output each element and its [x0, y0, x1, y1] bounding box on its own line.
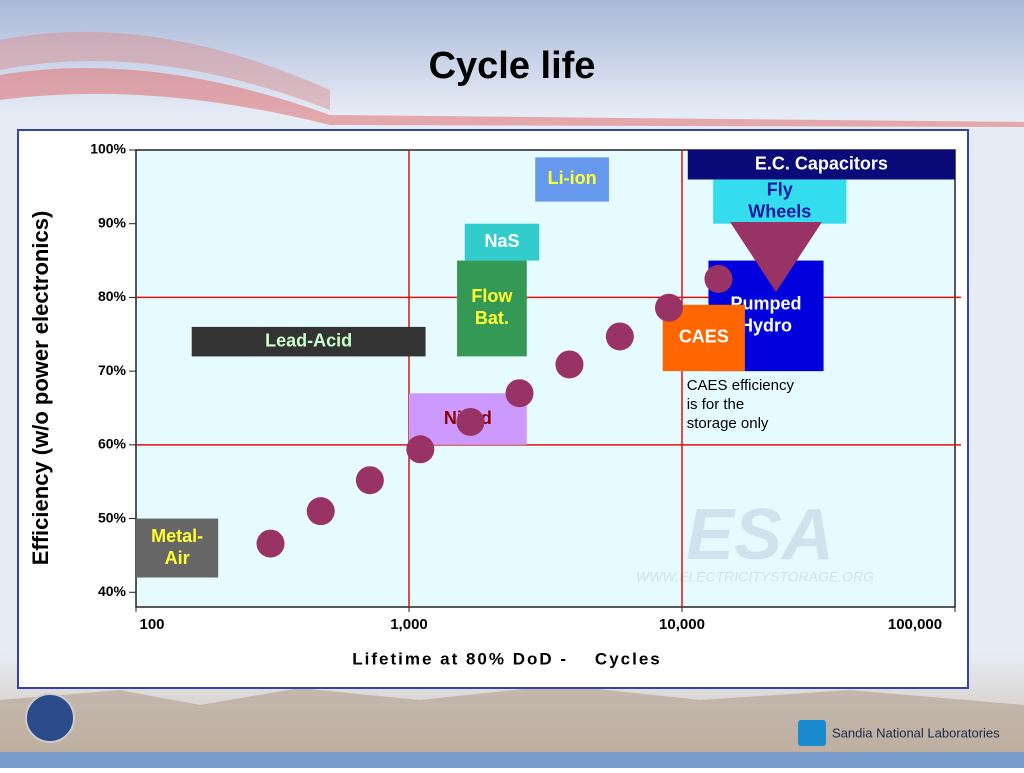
y-tick-label: 50%	[98, 509, 127, 525]
region-label: Flow	[471, 286, 513, 306]
y-axis-label: Efficiency (w/o power electronics)	[28, 211, 53, 566]
point	[456, 407, 485, 436]
marker-triangle	[730, 222, 822, 292]
region-label: Li-ion	[548, 168, 597, 188]
doe-seal	[25, 693, 75, 743]
footer-text: Sandia National Laboratories	[832, 725, 1000, 740]
annotation: is for the	[687, 396, 745, 413]
point	[355, 466, 384, 495]
x-axis-label: Lifetime at 80% DoD - Cycles	[352, 649, 662, 668]
annotation: CAES efficiency	[687, 377, 795, 394]
region	[464, 223, 540, 261]
flag-stripe	[0, 31, 330, 110]
region-label: Hydro	[740, 316, 792, 336]
region-label: Pumped	[730, 294, 801, 314]
region	[136, 518, 219, 578]
point	[704, 264, 733, 293]
region-label: Fly	[767, 179, 793, 199]
y-tick-label: 60%	[98, 436, 127, 452]
region-label: Metal-	[151, 526, 203, 546]
point	[306, 497, 335, 526]
region-label: Bat.	[475, 308, 509, 328]
y-tick-label: 70%	[98, 362, 127, 378]
mountains	[0, 685, 1024, 752]
footer-band	[0, 752, 1024, 768]
x-tick-label: 10,000	[659, 616, 705, 633]
x-tick-label: 100,000	[888, 616, 942, 633]
y-tick-label: 40%	[98, 583, 127, 599]
watermark-logo: ESA	[686, 495, 834, 575]
point	[605, 322, 634, 351]
region	[713, 179, 847, 224]
region-label: E.C. Capacitors	[755, 153, 888, 173]
point	[505, 379, 534, 408]
x-tick-label: 1,000	[390, 616, 428, 633]
point	[256, 529, 285, 558]
region-label: NaS	[484, 231, 519, 251]
slide-title: Cycle life	[429, 45, 596, 87]
flag-stripe	[0, 68, 1024, 127]
region	[687, 150, 955, 180]
sandia-logo	[798, 720, 826, 746]
watermark-url: WWW.ELECTRICITYSTORAGE.ORG	[636, 569, 874, 585]
region-label: Air	[165, 548, 190, 568]
region	[457, 260, 527, 357]
region-label: CAES	[679, 327, 729, 347]
point	[654, 293, 683, 322]
point	[555, 350, 584, 379]
y-tick-label: 100%	[90, 141, 126, 157]
y-tick-label: 90%	[98, 214, 127, 230]
point	[406, 435, 435, 464]
region	[191, 326, 426, 357]
x-tick-label: 100	[139, 616, 164, 633]
annotation: storage only	[687, 415, 769, 432]
region-label: Wheels	[748, 201, 811, 221]
region	[535, 157, 609, 202]
region-label: Lead-Acid	[265, 330, 352, 350]
y-tick-label: 80%	[98, 288, 127, 304]
